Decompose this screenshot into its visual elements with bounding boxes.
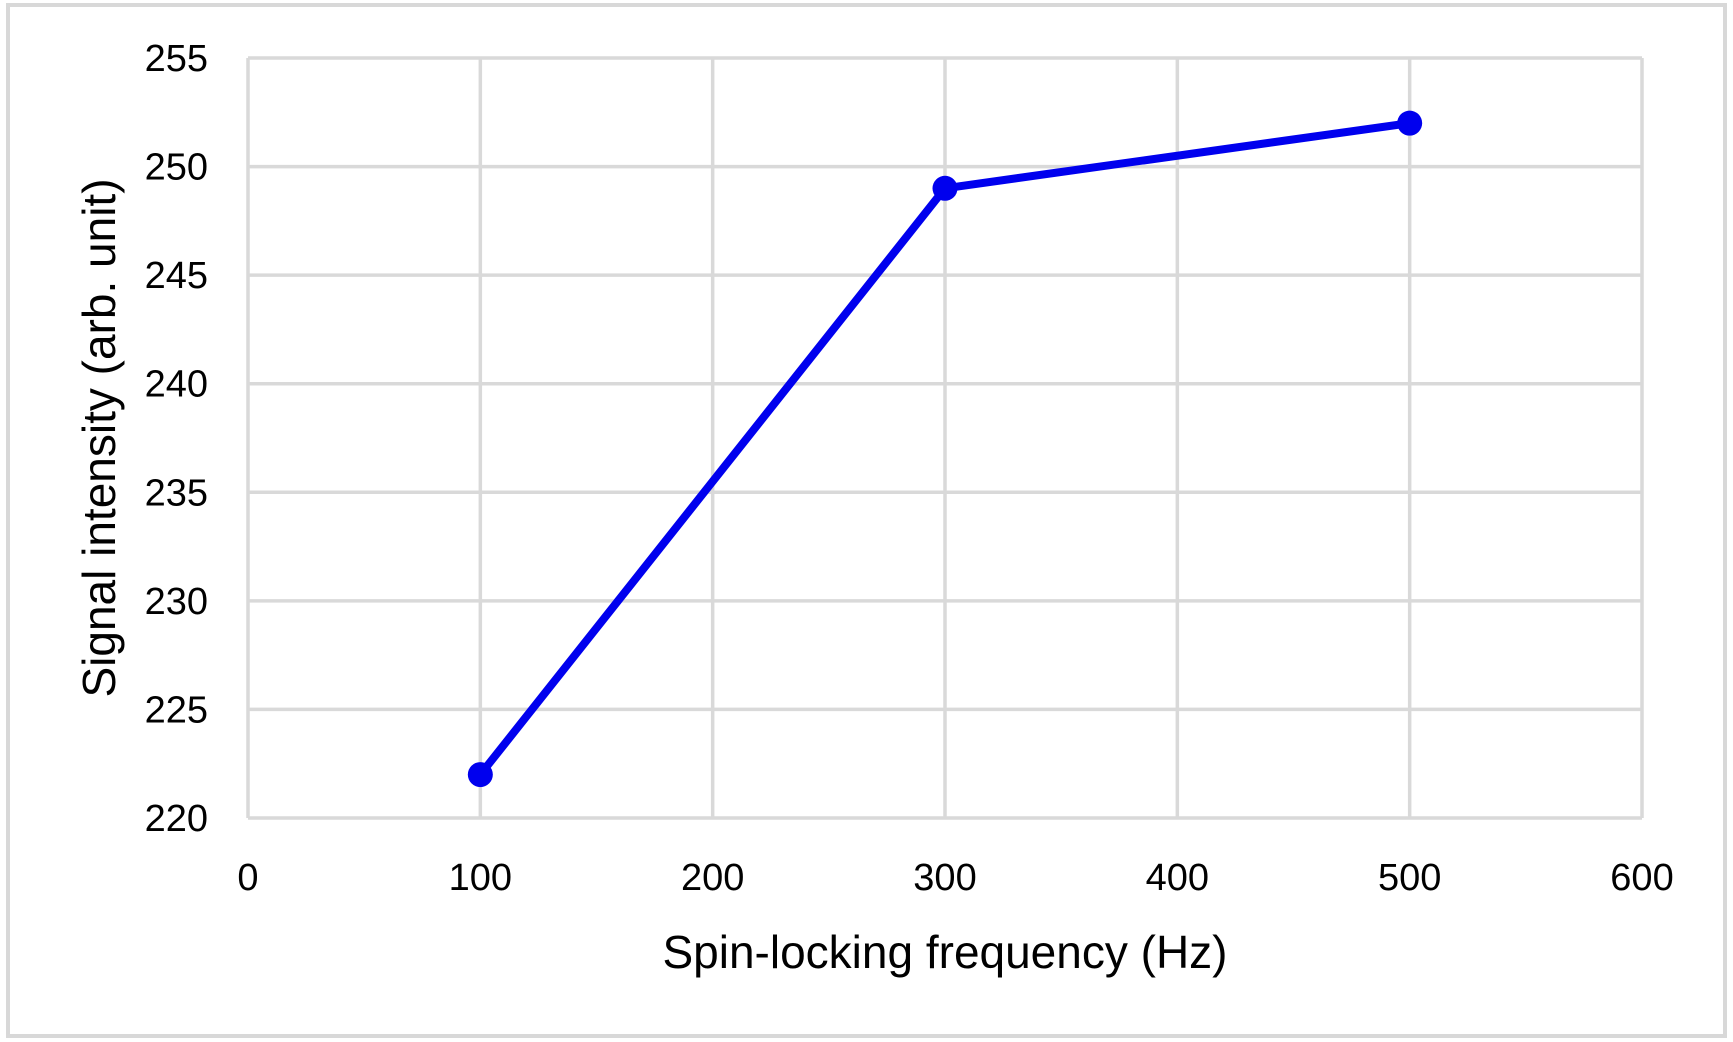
x-axis-title: Spin-locking frequency (Hz) [662, 926, 1227, 978]
data-point-marker [1397, 110, 1423, 136]
data-point-marker [467, 762, 493, 788]
y-tick-label: 220 [145, 798, 208, 840]
data-series [467, 110, 1423, 788]
x-tick-label: 100 [449, 857, 512, 899]
tick-labels: 220 225 230 235 240 245 250 255 0 100 200 300 400 500… [145, 38, 1674, 899]
gridlines [246, 56, 1644, 820]
x-tick-label: 200 [681, 857, 744, 899]
x-tick-label: 600 [1610, 857, 1673, 899]
y-tick-label: 235 [145, 472, 208, 514]
x-tick-label: 300 [913, 857, 976, 899]
y-tick-label: 240 [145, 364, 208, 406]
y-tick-label: 245 [145, 255, 208, 297]
y-axis-title: Signal intensity (arb. unit) [73, 178, 125, 697]
x-tick-label: 0 [237, 857, 258, 899]
x-tick-label: 400 [1146, 857, 1209, 899]
y-tick-label: 250 [145, 147, 208, 189]
y-tick-label: 255 [145, 38, 208, 80]
data-point-marker [932, 175, 958, 201]
y-tick-label: 225 [145, 689, 208, 731]
y-tick-label: 230 [145, 581, 208, 623]
x-tick-label: 500 [1378, 857, 1441, 899]
